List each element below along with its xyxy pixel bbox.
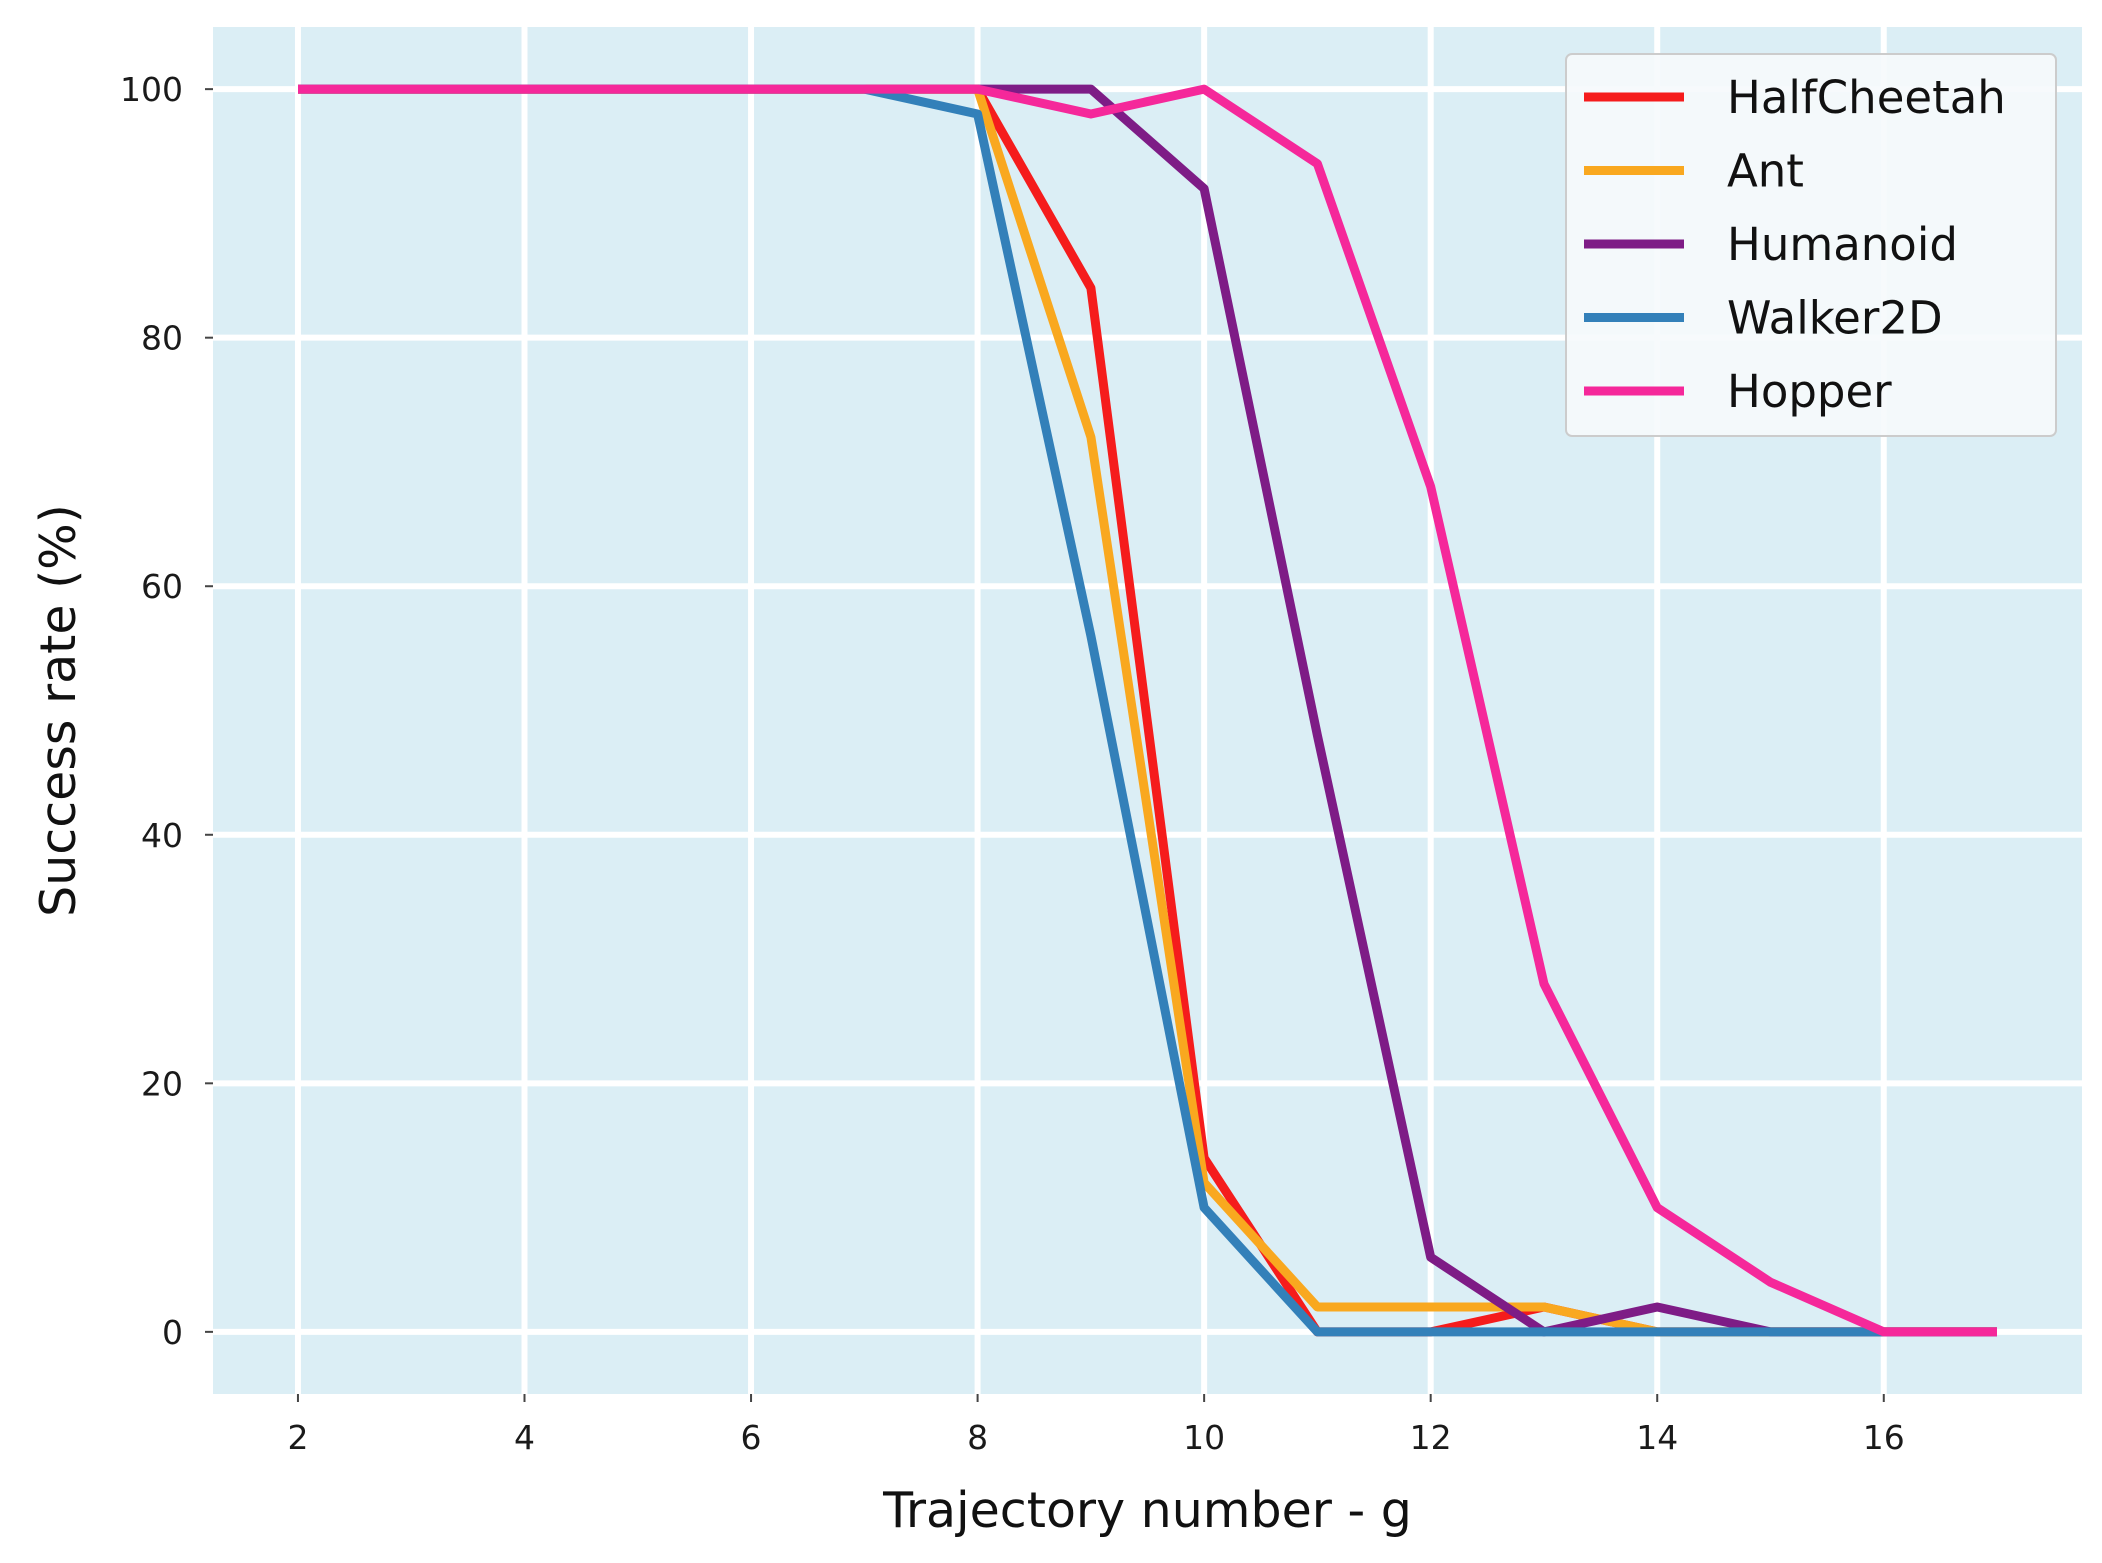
legend-label-ant: Ant xyxy=(1727,145,1804,198)
series-line-hopper xyxy=(298,84,1997,1337)
y-tick-label: 0 xyxy=(162,1313,183,1352)
y-axis: 0 20 40 60 80 100 xyxy=(120,70,213,1352)
x-tick-label: 16 xyxy=(1863,1418,1905,1457)
y-axis-label: Success rate (%) xyxy=(30,504,87,917)
legend-label-walker2d: Walker2D xyxy=(1727,292,1943,345)
legend: HalfCheetah Ant Humanoid Walker2D Hopper xyxy=(1565,53,2057,437)
legend-label-humanoid: Humanoid xyxy=(1727,218,1958,271)
x-tick-label: 12 xyxy=(1410,1418,1452,1457)
x-tick-label: 14 xyxy=(1636,1418,1678,1457)
legend-label-hopper: Hopper xyxy=(1727,365,1892,418)
x-tick-label: 10 xyxy=(1183,1418,1225,1457)
x-tick-label: 8 xyxy=(967,1418,988,1457)
legend-box xyxy=(1565,53,2057,437)
y-tick-label: 100 xyxy=(120,70,183,109)
x-tick-label: 2 xyxy=(287,1418,308,1457)
x-axis-label: Trajectory number - g xyxy=(882,1482,1412,1539)
x-tick-label: 6 xyxy=(741,1418,762,1457)
x-tick-label: 4 xyxy=(514,1418,535,1457)
y-tick-label: 60 xyxy=(141,567,183,606)
y-tick-label: 40 xyxy=(141,816,183,855)
y-tick-label: 20 xyxy=(141,1064,183,1103)
series-layer xyxy=(298,84,1997,1337)
x-axis: 2 4 6 8 10 12 14 16 xyxy=(287,1394,1905,1457)
y-tick-label: 80 xyxy=(141,319,183,358)
legend-label-halfcheetah: HalfCheetah xyxy=(1727,71,2006,124)
